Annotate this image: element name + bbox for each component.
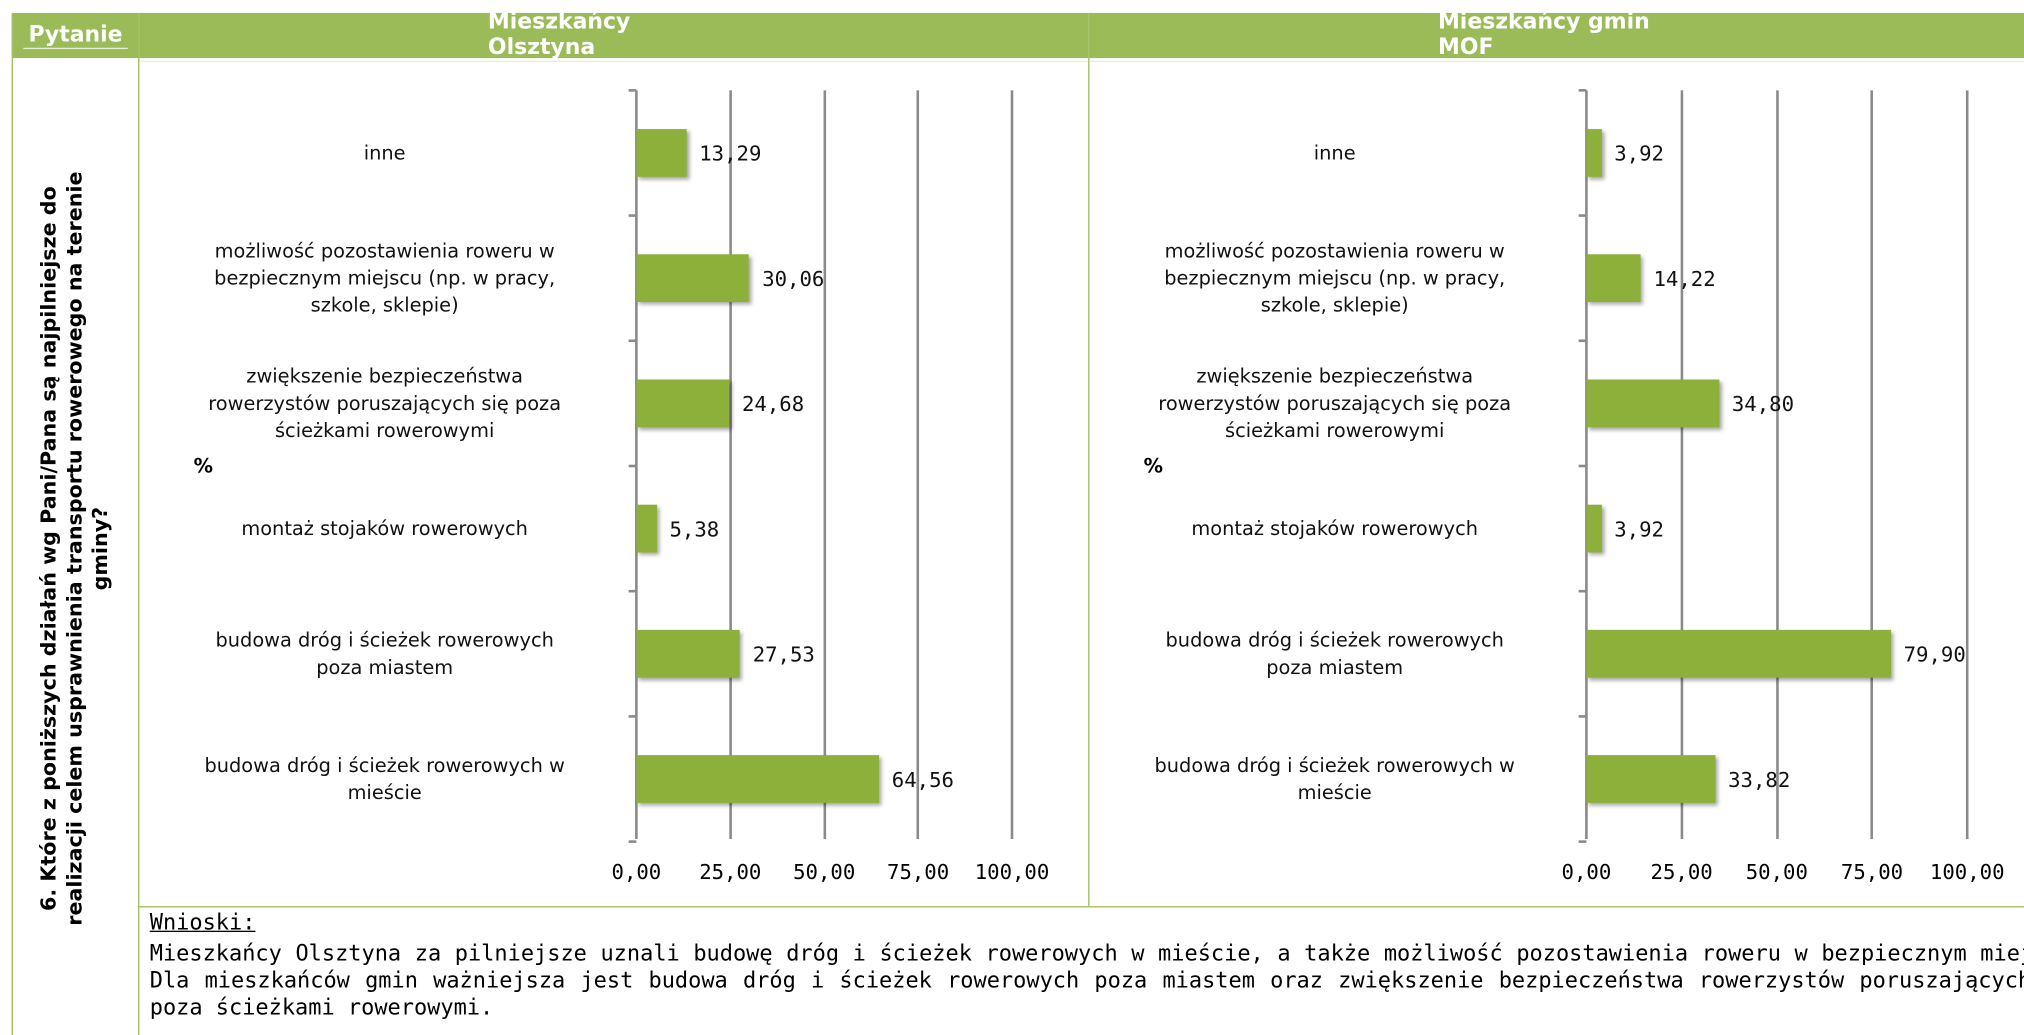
grid-line xyxy=(1680,90,1683,840)
bar xyxy=(636,254,750,303)
x-tick-label: 50,00 xyxy=(793,859,856,885)
bar xyxy=(636,379,730,428)
axis-tick xyxy=(1578,339,1587,343)
axis-title: % xyxy=(1143,454,1164,478)
grid-line xyxy=(728,90,732,840)
header-text: Mieszkańcy Olsztyna xyxy=(139,9,1089,62)
axis-tick xyxy=(1578,715,1587,718)
bar xyxy=(1586,129,1602,177)
axis-tick xyxy=(1578,214,1587,217)
value-label: 14,22 xyxy=(1653,265,1716,291)
bar xyxy=(1586,379,1719,428)
bar xyxy=(1586,504,1602,553)
value-label: 13,29 xyxy=(699,140,762,166)
grid-line xyxy=(1775,90,1779,840)
grid-line xyxy=(1965,90,1969,840)
x-tick-label: 0,00 xyxy=(1561,859,1612,885)
x-tick-label: 50,00 xyxy=(1745,859,1808,885)
value-label: 24,68 xyxy=(741,391,805,416)
value-label: 3,92 xyxy=(1614,516,1664,541)
category-label: inne xyxy=(1313,140,1356,164)
border xyxy=(138,12,140,1035)
question: 6. Które z poniższych działań wg Pani/Pa… xyxy=(36,171,113,926)
grid-line xyxy=(1870,90,1874,840)
bar xyxy=(636,504,657,553)
bar xyxy=(1586,254,1641,303)
axis-tick xyxy=(628,589,637,593)
bar xyxy=(1586,629,1891,678)
bar xyxy=(636,629,740,678)
value-label: 79,90 xyxy=(1903,641,1966,667)
axis-tick xyxy=(628,214,637,217)
x-tick-label: 75,00 xyxy=(1840,859,1904,885)
header-cell: Mieszkańcy Olsztyna xyxy=(139,9,1089,62)
border xyxy=(11,12,13,1035)
x-tick-label: 75,00 xyxy=(887,859,950,885)
border xyxy=(138,906,2024,908)
header-cell: Mieszkańcy gmin MOF xyxy=(1089,9,2024,62)
axis-tick xyxy=(628,89,637,92)
category-label: budowa dróg i ścieżek rowerowych w mieśc… xyxy=(204,753,565,804)
grid-line xyxy=(822,90,826,840)
value-label: 5,38 xyxy=(669,516,720,541)
x-tick-label: 25,00 xyxy=(1650,859,1713,885)
grid-line xyxy=(635,90,638,840)
axis-tick xyxy=(1578,89,1587,92)
category-label: zwiększenie bezpieczeństwa rowerzystów p… xyxy=(1158,364,1512,442)
axis-tick xyxy=(628,840,637,843)
value-label: 30,06 xyxy=(762,265,825,291)
category-label: montaż stojaków rowerowych xyxy=(241,516,528,540)
grid-line xyxy=(916,90,920,840)
category-label: budowa dróg i ścieżek rowerowych poza mi… xyxy=(1165,627,1504,679)
axis-tick xyxy=(1578,464,1587,468)
value-label: 3,92 xyxy=(1614,140,1664,166)
x-tick-label: 100,00 xyxy=(974,859,1050,885)
axis-tick xyxy=(628,715,637,718)
value-label: 64,56 xyxy=(891,766,954,792)
category-label: budowa dróg i ścieżek rowerowych poza mi… xyxy=(215,627,554,679)
axis-tick xyxy=(1578,840,1587,843)
category-label: możliwość pozostawienia roweru w bezpiec… xyxy=(1164,238,1506,317)
header-cell: Pytanie xyxy=(12,12,139,59)
header-text: Pytanie xyxy=(23,22,128,50)
category-label: budowa dróg i ścieżek rowerowych w mieśc… xyxy=(1154,753,1515,804)
x-tick-label: 100,00 xyxy=(1929,859,2005,885)
axis-tick xyxy=(1578,589,1587,593)
bar xyxy=(636,129,687,177)
category-label: zwiększenie bezpieczeństwa rowerzystów p… xyxy=(208,364,562,442)
border xyxy=(1088,12,1090,907)
category-label: montaż stojaków rowerowych xyxy=(1191,516,1479,540)
bar xyxy=(636,755,879,803)
category-label: inne xyxy=(363,140,406,164)
category-label: możliwość pozostawienia roweru w bezpiec… xyxy=(214,238,556,317)
axis-tick xyxy=(628,464,637,468)
value-label: 27,53 xyxy=(752,641,815,667)
x-tick-label: 25,00 xyxy=(699,859,762,885)
axis-tick xyxy=(628,339,637,343)
grid-line xyxy=(1010,90,1014,840)
value-label: 33,82 xyxy=(1728,766,1791,792)
x-tick-label: 0,00 xyxy=(611,859,662,885)
grid-line xyxy=(1585,90,1588,840)
header-text: Mieszkańcy gmin MOF xyxy=(1089,9,2024,62)
conclusions-title: Wnioski: xyxy=(149,910,256,936)
conclusions: Mieszkańcy Olsztyna za pilniejsze uznali… xyxy=(149,941,2024,1022)
axis-title: % xyxy=(193,454,214,478)
bar xyxy=(1586,755,1716,803)
value-label: 34,80 xyxy=(1731,391,1795,416)
